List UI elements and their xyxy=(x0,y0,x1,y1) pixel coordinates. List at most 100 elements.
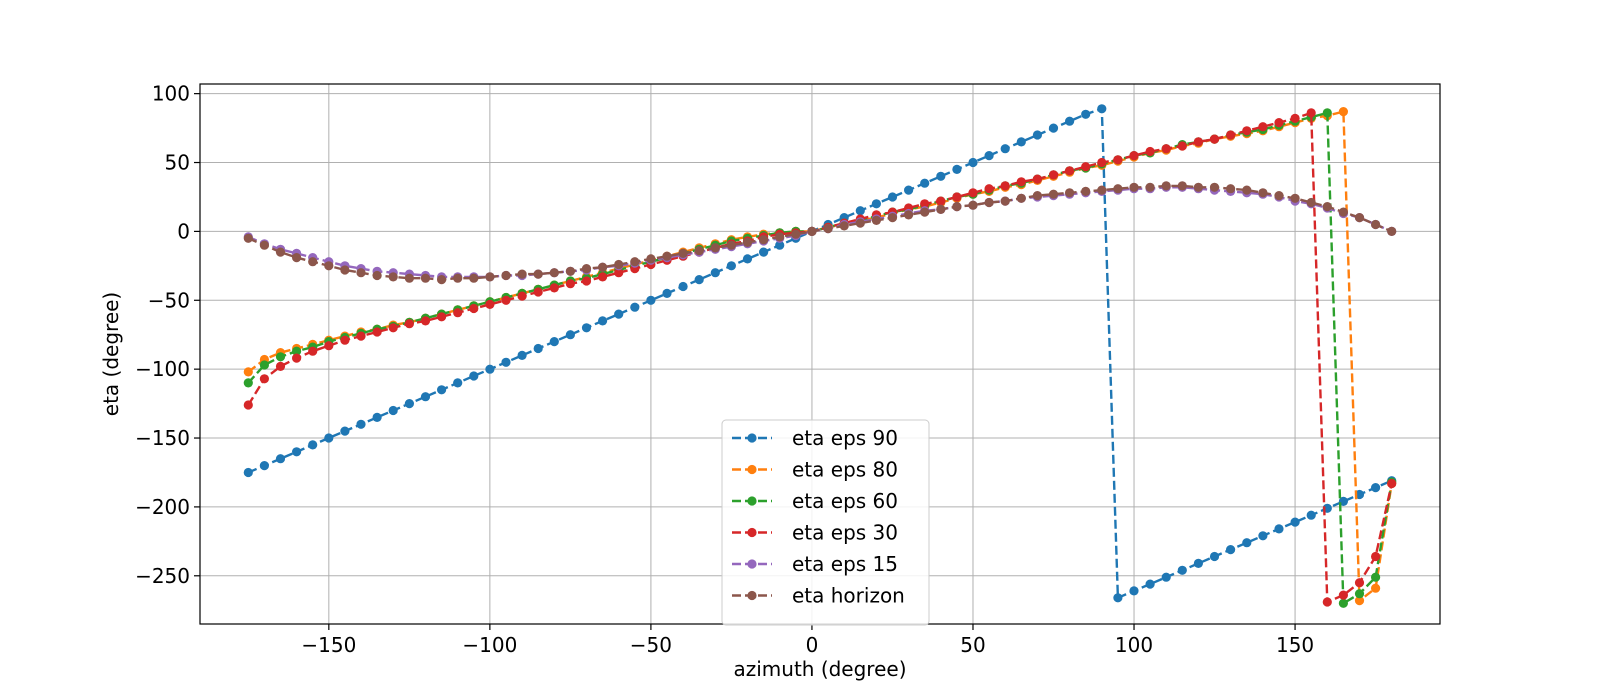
data-point xyxy=(549,283,559,293)
data-point xyxy=(598,316,608,326)
legend-swatch-marker xyxy=(747,527,757,538)
data-point xyxy=(404,399,414,409)
data-point xyxy=(1274,524,1284,534)
legend-swatch-marker xyxy=(747,496,757,506)
data-point xyxy=(1048,123,1059,133)
y-tick-label: 0 xyxy=(177,219,190,243)
data-point xyxy=(630,257,640,267)
data-point xyxy=(565,279,576,289)
data-point xyxy=(1032,191,1042,201)
data-point xyxy=(646,295,656,305)
data-point xyxy=(517,269,527,279)
data-point xyxy=(823,224,833,234)
y-tick-label: −50 xyxy=(148,288,190,312)
legend-item: eta horizon xyxy=(732,584,905,608)
data-point xyxy=(775,232,785,242)
legend-label: eta eps 30 xyxy=(792,521,898,545)
data-point xyxy=(984,184,994,194)
data-point xyxy=(1177,565,1187,575)
data-point xyxy=(1081,186,1091,196)
data-point xyxy=(1258,531,1268,541)
data-point xyxy=(1097,104,1107,114)
data-point xyxy=(581,323,592,333)
data-point xyxy=(630,302,640,312)
legend-swatch-marker xyxy=(747,559,757,569)
x-axis-label: azimuth (degree) xyxy=(733,657,906,681)
data-point xyxy=(614,309,624,319)
data-point xyxy=(775,240,785,250)
data-point xyxy=(1129,182,1139,192)
data-point xyxy=(1290,193,1300,203)
data-point xyxy=(920,207,930,217)
data-point xyxy=(1226,130,1236,140)
data-point xyxy=(565,266,576,276)
data-point xyxy=(243,400,253,410)
data-point xyxy=(259,374,269,384)
legend-item: eta eps 80 xyxy=(732,458,898,482)
data-point xyxy=(1113,155,1123,165)
ticks: −150 −100 −50 0 50 100 150 100 50 0 −50 −100 −150 −20… xyxy=(135,82,1314,657)
data-point xyxy=(1274,118,1284,128)
series-5 xyxy=(243,181,1397,285)
data-point xyxy=(437,312,447,322)
data-point xyxy=(1290,113,1300,123)
data-point xyxy=(871,199,882,209)
data-point xyxy=(388,405,398,416)
data-point xyxy=(920,199,930,209)
data-point xyxy=(388,272,398,282)
data-point xyxy=(469,371,479,381)
data-point xyxy=(259,461,269,471)
data-point xyxy=(324,341,334,351)
data-point xyxy=(533,287,543,297)
data-point xyxy=(1258,188,1268,198)
data-point xyxy=(694,246,704,256)
data-point xyxy=(340,426,350,436)
data-point xyxy=(710,243,720,253)
y-tick-label: 50 xyxy=(165,151,190,175)
x-tick-label: −100 xyxy=(462,633,517,657)
y-tick-label: −150 xyxy=(135,426,190,450)
data-point xyxy=(968,200,978,210)
data-point xyxy=(469,273,479,283)
data-point xyxy=(1129,151,1139,161)
data-point xyxy=(968,157,978,168)
data-point xyxy=(1338,590,1348,600)
data-point xyxy=(1129,586,1139,596)
data-point xyxy=(598,262,608,272)
data-point xyxy=(1032,130,1042,140)
data-point xyxy=(324,433,334,443)
legend-box xyxy=(721,419,930,626)
series-group xyxy=(243,104,1397,608)
legend-label: eta eps 15 xyxy=(792,552,898,576)
data-point xyxy=(871,215,882,225)
data-point xyxy=(952,192,962,202)
data-point xyxy=(485,272,495,282)
data-point xyxy=(1322,108,1332,118)
data-point xyxy=(1145,579,1155,589)
data-point xyxy=(243,367,253,377)
data-point xyxy=(1371,219,1381,230)
data-point xyxy=(904,185,914,195)
data-point xyxy=(646,254,656,264)
data-point xyxy=(453,378,463,388)
data-point xyxy=(1354,213,1365,223)
data-point xyxy=(1065,116,1075,126)
legend-swatch-marker xyxy=(747,464,757,475)
data-point xyxy=(791,229,801,239)
x-tick-label: 150 xyxy=(1276,633,1314,657)
legend-swatch-marker xyxy=(747,590,757,601)
data-point xyxy=(936,171,946,181)
data-point xyxy=(759,247,769,257)
data-point xyxy=(984,197,994,208)
data-point xyxy=(1322,202,1332,212)
data-point xyxy=(1371,572,1381,582)
data-point xyxy=(887,213,898,223)
data-point xyxy=(598,272,608,282)
legend-label: eta eps 60 xyxy=(792,489,898,513)
data-point xyxy=(1306,197,1316,208)
data-point xyxy=(1113,593,1123,603)
y-tick-label: −200 xyxy=(135,495,190,519)
data-point xyxy=(1371,483,1381,493)
data-point xyxy=(292,353,302,363)
